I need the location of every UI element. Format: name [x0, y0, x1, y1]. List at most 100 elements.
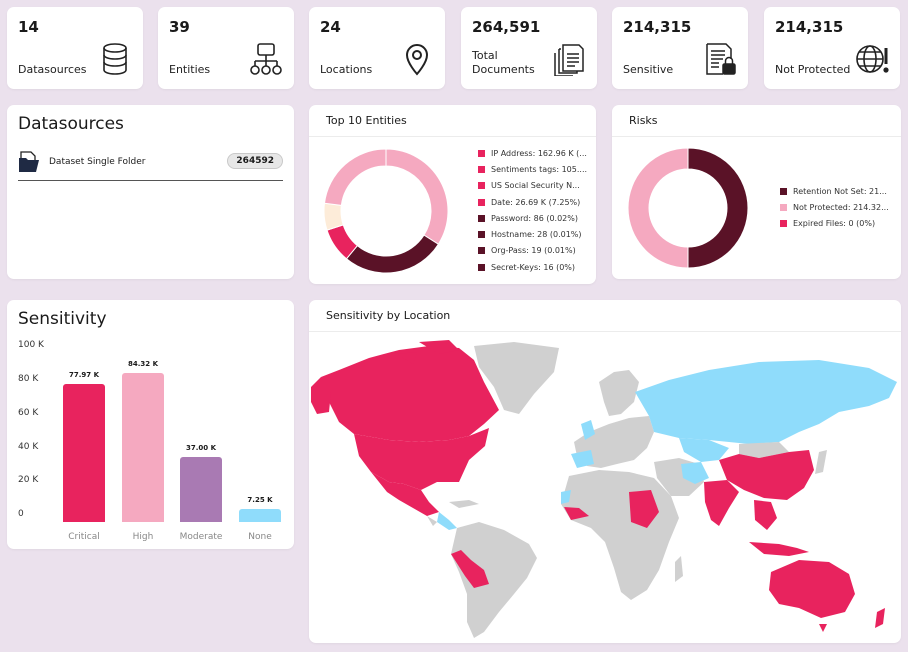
- divider: [309, 136, 596, 137]
- legend-item[interactable]: Org-Pass: 19 (0.01%): [478, 243, 590, 259]
- stat-card-entities[interactable]: 39 Entities: [158, 7, 294, 89]
- stat-label: Sensitive: [623, 63, 674, 76]
- stat-label: Entities: [169, 63, 211, 76]
- legend-label: Sentiments tags: 105....: [491, 164, 588, 174]
- map-region-greenland[interactable]: [474, 342, 559, 414]
- map-region-africa[interactable]: [561, 470, 679, 600]
- stat-card-total-documents[interactable]: 264,591 Total Documents: [461, 7, 597, 89]
- map-title: Sensitivity by Location: [326, 309, 451, 322]
- legend-swatch: [478, 182, 485, 190]
- map-region-australia[interactable]: [769, 560, 855, 618]
- y-tick-label: 40 K: [18, 442, 39, 452]
- category-label: Moderate: [179, 532, 223, 542]
- donut-slice[interactable]: [345, 234, 440, 274]
- category-label: None: [248, 532, 272, 542]
- legend-item[interactable]: Sentiments tags: 105....: [478, 161, 590, 177]
- legend-label: Not Protected: 214.32...: [793, 202, 889, 212]
- legend-item[interactable]: Hostname: 28 (0.01%): [478, 226, 590, 242]
- bar-value-label: 84.32 K: [127, 359, 158, 368]
- stat-label: Not Protected: [775, 63, 851, 76]
- stat-value: 24: [320, 18, 341, 36]
- stat-value: 214,315: [623, 18, 692, 36]
- legend-swatch: [780, 187, 787, 195]
- bar-value-label: 7.25 K: [247, 496, 273, 505]
- legend-swatch: [478, 263, 485, 271]
- y-tick-label: 100 K: [18, 340, 44, 350]
- legend-label: US Social Security N...: [491, 181, 580, 191]
- map-region-south-america[interactable]: [451, 522, 537, 638]
- legend-swatch: [478, 149, 485, 157]
- legend-item[interactable]: Not Protected: 214.32...: [780, 199, 895, 215]
- divider: [309, 331, 901, 332]
- bar-none[interactable]: [239, 509, 281, 522]
- stat-label: Locations: [320, 63, 373, 76]
- legend-swatch: [780, 220, 787, 228]
- bar-critical[interactable]: [63, 383, 105, 522]
- map-region-russia[interactable]: [635, 360, 897, 444]
- legend-item[interactable]: US Social Security N...: [478, 178, 590, 194]
- donut-slice[interactable]: [385, 148, 449, 245]
- sensitivity-panel: Sensitivity 100 K 80 K 60 K 40 K 20 K 0 …: [7, 300, 294, 549]
- stat-card-datasources[interactable]: 14 Datasources: [7, 7, 143, 89]
- y-tick-label: 0: [18, 509, 24, 519]
- legend-swatch: [478, 165, 485, 173]
- y-tick-label: 80 K: [18, 374, 39, 384]
- divider: [612, 136, 901, 137]
- map-region-canada[interactable]: [321, 346, 499, 442]
- stat-value: 39: [169, 18, 190, 36]
- database-icon: [103, 43, 127, 75]
- stat-label: Datasources: [18, 63, 87, 76]
- map-region-usa[interactable]: [354, 428, 489, 490]
- legend-item[interactable]: Retention Not Set: 21...: [780, 183, 895, 199]
- stat-value: 14: [18, 18, 39, 36]
- legend-label: Date: 26.69 K (7.25%): [491, 197, 581, 207]
- donut-slice[interactable]: [323, 202, 344, 231]
- stat-value: 214,315: [775, 18, 844, 36]
- bar-moderate[interactable]: [180, 456, 222, 522]
- map-region-mexico[interactable]: [371, 472, 439, 516]
- datasource-row[interactable]: Dataset Single Folder 264592: [18, 151, 283, 181]
- legend-item[interactable]: Expired Files: 0 (0%): [780, 216, 895, 232]
- documents-icon: [554, 44, 584, 76]
- datasource-count-badge: 264592: [227, 153, 283, 169]
- donut-slice[interactable]: [687, 147, 749, 269]
- donut-slice[interactable]: [323, 148, 387, 206]
- category-label: High: [132, 532, 154, 542]
- stat-card-not-protected[interactable]: 214,315 Not Protected: [764, 7, 900, 89]
- stat-card-locations[interactable]: 24 Locations: [309, 7, 445, 89]
- map-region-china[interactable]: [719, 450, 814, 500]
- map-region-india[interactable]: [704, 480, 739, 526]
- risks-title: Risks: [629, 114, 658, 127]
- legend-swatch: [780, 203, 787, 211]
- world-map[interactable]: [309, 332, 901, 640]
- entities-donut-chart: [323, 148, 449, 274]
- bar-value-label: 37.00 K: [185, 443, 216, 452]
- legend-item[interactable]: IP Address: 162.96 K (...: [478, 145, 590, 161]
- sensitivity-title: Sensitivity: [18, 309, 107, 329]
- category-label: Critical: [68, 532, 100, 542]
- legend-label: Org-Pass: 19 (0.01%): [491, 246, 576, 256]
- y-tick-label: 20 K: [18, 475, 39, 485]
- y-tick-label: 60 K: [18, 408, 39, 418]
- legend-label: IP Address: 162.96 K (...: [491, 148, 587, 158]
- top-entities-title: Top 10 Entities: [326, 114, 407, 127]
- map-region-europe[interactable]: [574, 416, 654, 468]
- legend-item[interactable]: Date: 26.69 K (7.25%): [478, 194, 590, 210]
- stat-label: Total Documents: [472, 49, 535, 77]
- bar-high[interactable]: [122, 372, 164, 522]
- datasource-name: Dataset Single Folder: [49, 157, 146, 167]
- location-pin-icon: [405, 44, 429, 76]
- legend-item[interactable]: Secret-Keys: 16 (0%): [478, 259, 590, 275]
- stat-label-line1: Total: [472, 49, 498, 62]
- top-entities-panel: Top 10 Entities IP Address: 162.96 K (..…: [309, 105, 596, 284]
- donut-slice[interactable]: [627, 147, 689, 269]
- datasources-panel: Datasources Dataset Single Folder 264592: [7, 105, 294, 279]
- legend-label: Hostname: 28 (0.01%): [491, 230, 582, 240]
- stat-value: 264,591: [472, 18, 541, 36]
- risks-donut-chart: [627, 147, 749, 269]
- legend-item[interactable]: Password: 86 (0.02%): [478, 210, 590, 226]
- globe-alert-icon: [856, 45, 889, 73]
- legend-swatch: [478, 247, 485, 255]
- stat-card-sensitive[interactable]: 214,315 Sensitive: [612, 7, 748, 89]
- folder-icon: [19, 151, 39, 172]
